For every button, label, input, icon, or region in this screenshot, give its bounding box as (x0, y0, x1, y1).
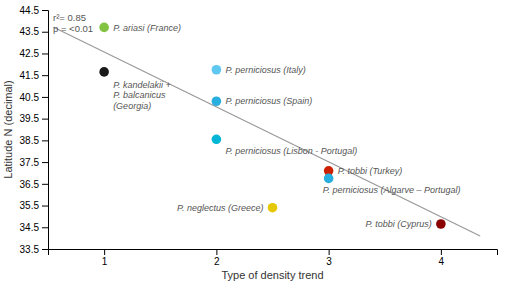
y-axis-tick-label: 44.5 (20, 5, 40, 16)
x-axis-tick-mark (216, 249, 217, 255)
point-label: P. perniciosus (Spain) (225, 96, 312, 106)
x-axis-tick-mark (441, 249, 442, 255)
point-label: P. kandelakii +P. balcanicus(Georgia) (113, 80, 171, 111)
x-axis-line (49, 250, 498, 256)
y-axis-tick-mark (42, 206, 48, 207)
point-label: P. tobbi (Turkey) (338, 166, 403, 176)
y-axis-tick-label: 39.5 (20, 113, 40, 124)
y-axis-tick-label: 35.5 (20, 200, 40, 211)
y-axis-tick: 44.5 (20, 5, 48, 16)
y-axis-tick: 35.5 (20, 200, 48, 211)
y-axis-tick-label: 38.5 (20, 135, 40, 146)
x-axis-tick-mark (104, 249, 105, 255)
y-axis-tick-label: 36.5 (20, 179, 40, 190)
annotation: r²= 0.85p = <0.01 (53, 12, 93, 34)
x-axis-tick-label: 4 (439, 256, 445, 267)
point (324, 174, 334, 184)
point-label: P. perniciosus (Algarve – Portugal) (323, 185, 461, 195)
point-label: P. ariasi (France) (113, 23, 181, 33)
point-label: P. neglectus (Greece) (177, 203, 263, 213)
y-axis-tick: 38.5 (20, 135, 48, 146)
y-axis-tick-label: 43.5 (20, 26, 40, 37)
point-label: P. perniciosus (Lisbon - Portugal) (225, 146, 357, 156)
x-axis-title: Type of density trend (221, 269, 323, 281)
y-axis-tick-label: 42.5 (20, 48, 40, 59)
point-labels: P. ariasi (France) P. kandelakii +P. balc… (113, 23, 460, 230)
y-axis-tick-mark (42, 75, 48, 76)
plot: 1 2 3 4 33.5 34.5 35.5 36.5 37.5 38.5 39.5 40.5 41.5… (20, 5, 498, 267)
point-label: P. tobbi (Cyprus) (366, 219, 432, 229)
regression-line (54, 27, 481, 236)
x-axis-tick-label: 1 (102, 256, 108, 267)
x-axis-tick: 2 (214, 249, 220, 267)
point (212, 65, 222, 75)
x-axis-tick: 4 (439, 249, 445, 267)
point (436, 219, 446, 229)
point (99, 23, 109, 33)
y-axis-tick-mark (42, 97, 48, 98)
y-axis-tick-mark (42, 162, 48, 163)
x-axis-tick: 3 (326, 249, 332, 267)
y-axis-tick-mark (42, 119, 48, 120)
y-axis-tick: 41.5 (20, 70, 48, 81)
y-axis-tick-mark (42, 53, 48, 54)
y-axis-tick-label: 41.5 (20, 70, 40, 81)
x-axis: 1 2 3 4 (49, 249, 498, 267)
y-axis-tick-label: 37.5 (20, 157, 40, 168)
x-axis-tick: 1 (102, 249, 108, 267)
point (268, 203, 278, 213)
x-axis-tick-label: 3 (326, 256, 332, 267)
marks (54, 23, 481, 237)
y-axis-tick-label: 33.5 (20, 244, 40, 255)
x-axis-tick-mark (329, 249, 330, 255)
y-axis-tick-mark (42, 249, 48, 250)
y-axis-tick-mark (42, 10, 48, 11)
y-axis-tick-mark (42, 140, 48, 141)
y-axis-tick: 39.5 (20, 113, 48, 124)
y-axis-line (42, 11, 49, 250)
y-axis-tick: 36.5 (20, 179, 48, 190)
y-axis-tick: 37.5 (20, 157, 48, 168)
y-axis-tick-mark (42, 184, 48, 185)
chart: 1 2 3 4 33.5 34.5 35.5 36.5 37.5 38.5 39.5 40.5 41.5… (0, 0, 509, 285)
y-axis-tick-mark (42, 32, 48, 33)
y-axis: 33.5 34.5 35.5 36.5 37.5 38.5 39.5 40.5 41.5 42.5… (20, 5, 49, 255)
y-axis-tick-label: 34.5 (20, 222, 40, 233)
y-axis-tick: 43.5 (20, 26, 48, 37)
y-axis-tick-mark (42, 227, 48, 228)
y-axis-tick: 40.5 (20, 92, 48, 103)
point-label: P. perniciosus (Italy) (225, 65, 305, 75)
point (212, 134, 222, 144)
y-axis-tick: 34.5 (20, 222, 48, 233)
y-axis-tick: 42.5 (20, 48, 48, 59)
y-axis-tick: 33.5 (20, 244, 48, 255)
point (212, 96, 222, 106)
x-axis-tick-label: 2 (214, 256, 220, 267)
y-axis-title: Latitude N (decimal) (2, 80, 14, 178)
point (99, 67, 109, 77)
y-axis-tick-label: 40.5 (20, 92, 40, 103)
